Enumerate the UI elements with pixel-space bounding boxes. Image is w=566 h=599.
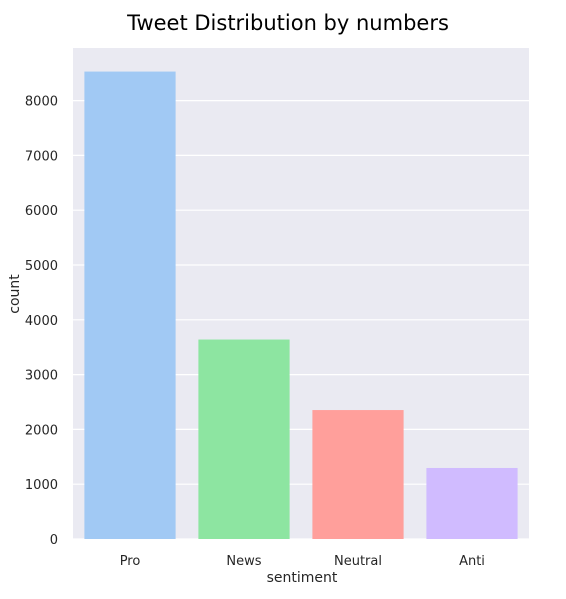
x-tick-label: Pro: [120, 554, 141, 569]
y-tick-labels: 0 1000 2000 3000 4000 5000 6000 7000 8000: [25, 95, 58, 548]
x-tick-label: Neutral: [334, 554, 382, 569]
bar-news: [198, 339, 290, 539]
y-tick-label: 0: [50, 533, 58, 548]
chart-title: Tweet Distribution by numbers: [126, 11, 449, 35]
y-tick-label: 6000: [25, 204, 58, 219]
y-axis-label: count: [7, 274, 23, 314]
y-tick-label: 1000: [25, 478, 58, 493]
y-tick-label: 4000: [25, 314, 58, 329]
x-tick-label: Anti: [459, 554, 485, 569]
x-tick-label: News: [226, 554, 261, 569]
y-tick-label: 3000: [25, 369, 58, 384]
bars: [84, 71, 518, 540]
x-axis-label: sentiment: [267, 570, 338, 586]
y-tick-label: 2000: [25, 423, 58, 438]
bar-neutral: [312, 410, 404, 539]
bar-anti: [426, 467, 518, 539]
bar-pro: [84, 71, 176, 540]
y-tick-label: 8000: [25, 95, 58, 110]
x-tick-labels: Pro News Neutral Anti: [120, 554, 485, 569]
y-tick-label: 5000: [25, 259, 58, 274]
y-tick-label: 7000: [25, 149, 58, 164]
